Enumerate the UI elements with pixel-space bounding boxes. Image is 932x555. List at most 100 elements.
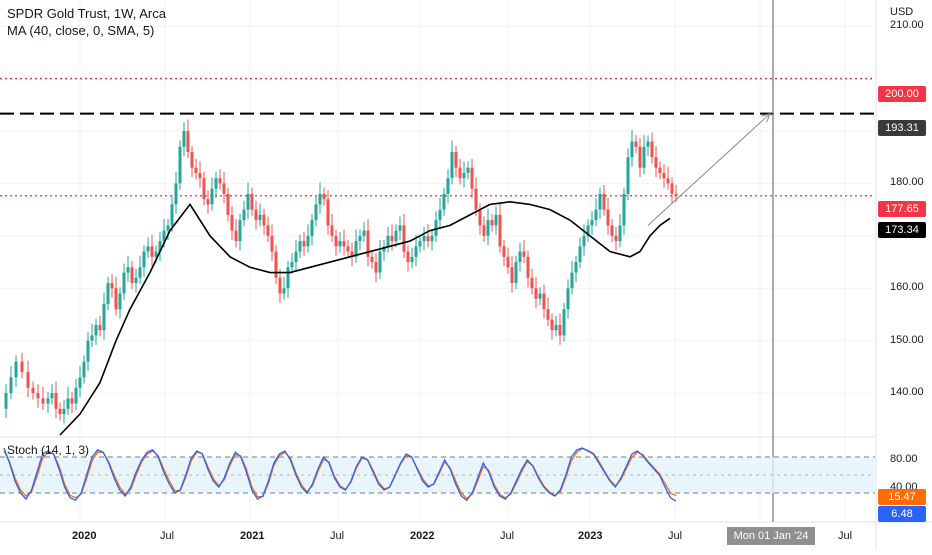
stoch-legend: Stoch (14, 1, 3) — [7, 443, 90, 457]
projection-arrow-head — [761, 112, 771, 123]
candle-body-12 — [58, 408, 62, 415]
candle-body-49 — [206, 199, 210, 205]
candle-body-98 — [402, 225, 406, 252]
candle-body-153 — [622, 193, 626, 226]
candle-body-71 — [294, 251, 298, 263]
candle-body-50 — [210, 188, 214, 205]
price-tick-6: 140.00 — [890, 386, 924, 399]
time-label-jul-2024: Jul — [838, 530, 853, 542]
candle-body-134 — [546, 309, 550, 320]
candle-body-56 — [234, 230, 238, 242]
candle-body-67 — [278, 277, 282, 294]
candle-body-99 — [406, 251, 410, 263]
candle-body-11 — [54, 393, 58, 409]
time-label-2020: 2020 — [72, 530, 97, 542]
candle-body-6 — [31, 387, 35, 394]
candle-body-79 — [326, 199, 330, 226]
candle-body-92 — [378, 251, 382, 273]
candle-body-53 — [222, 183, 226, 194]
candle-body-161 — [654, 157, 658, 168]
currency-label: USD — [890, 6, 914, 18]
candle-body-88 — [362, 230, 366, 236]
candle-body-2 — [9, 377, 13, 394]
candle-body-85 — [350, 251, 354, 257]
candle-body-15 — [70, 398, 74, 404]
candle-body-43 — [182, 131, 186, 147]
price-tick-2: 180.00 — [890, 176, 924, 189]
time-label-2023: 2023 — [578, 530, 603, 542]
candle-body-8 — [41, 398, 45, 404]
candle-body-73 — [302, 241, 306, 247]
time-label-jul-2022: Jul — [500, 530, 515, 542]
time-label-jul-2023: Jul — [668, 530, 683, 542]
candle-body-123 — [502, 246, 506, 257]
candle-body-115 — [470, 167, 474, 189]
candle-body-80 — [330, 225, 334, 236]
candle-body-143 — [582, 235, 586, 247]
candle-body-97 — [398, 225, 402, 231]
time-label-2022: 2022 — [410, 530, 435, 542]
projection-arrow-line — [647, 113, 771, 226]
candle-body-22 — [98, 324, 102, 331]
candle-body-96 — [394, 230, 398, 242]
candle-body-32 — [138, 267, 142, 278]
candle-body-9 — [46, 398, 50, 404]
candle-body-119 — [486, 220, 490, 236]
candle-body-156 — [634, 141, 638, 147]
candle-body-145 — [590, 220, 594, 226]
candle-body-61 — [254, 209, 258, 221]
candle-body-160 — [650, 141, 654, 158]
candle-body-81 — [334, 235, 338, 247]
candle-body-140 — [570, 272, 574, 289]
price-tick-0: 210.00 — [890, 19, 924, 32]
candle-body-52 — [218, 178, 222, 184]
candle-body-76 — [314, 204, 318, 221]
candle-body-23 — [102, 303, 106, 331]
candle-body-105 — [430, 235, 434, 242]
candle-body-75 — [310, 220, 314, 236]
candle-body-116 — [474, 188, 478, 210]
candle-body-42 — [178, 146, 182, 184]
candle-body-20 — [90, 335, 94, 341]
candle-body-147 — [598, 193, 602, 210]
candle-body-57 — [238, 220, 242, 242]
candle-body-7 — [36, 393, 40, 399]
candle-body-69 — [286, 267, 290, 289]
badge-stoch-d: 15.47 — [878, 489, 926, 505]
candle-body-137 — [558, 324, 562, 336]
candle-body-118 — [482, 225, 486, 236]
candle-body-157 — [638, 146, 642, 168]
candle-body-158 — [642, 146, 646, 168]
candle-body-104 — [426, 235, 430, 242]
badge-stoch-k: 6.48 — [878, 506, 926, 522]
candle-body-89 — [366, 230, 370, 257]
time-label-jul-2021: Jul — [330, 530, 345, 542]
candle-body-14 — [66, 398, 70, 409]
candle-body-154 — [626, 157, 630, 194]
candle-body-136 — [554, 324, 558, 331]
candle-body-28 — [122, 272, 126, 294]
candle-body-41 — [174, 183, 178, 205]
candle-body-1 — [4, 393, 8, 409]
candle-body-19 — [86, 340, 90, 362]
candle-body-133 — [542, 293, 546, 310]
candle-body-86 — [354, 241, 358, 257]
candle-body-151 — [614, 235, 618, 242]
candle-body-24 — [106, 283, 110, 304]
candle-body-16 — [74, 387, 78, 404]
candle-body-93 — [382, 246, 386, 252]
candle-body-10 — [50, 393, 54, 399]
candle-body-106 — [434, 220, 438, 236]
time-label-jul-2020: Jul — [160, 530, 175, 542]
candle-body-18 — [82, 361, 86, 378]
candle-body-144 — [586, 225, 590, 236]
candle-body-95 — [390, 235, 394, 242]
candle-body-94 — [386, 235, 390, 247]
candle-body-132 — [538, 293, 542, 299]
candle-body-63 — [262, 214, 266, 226]
candle-body-146 — [594, 209, 598, 221]
candle-body-117 — [478, 209, 482, 226]
ma-line — [59, 200, 671, 436]
